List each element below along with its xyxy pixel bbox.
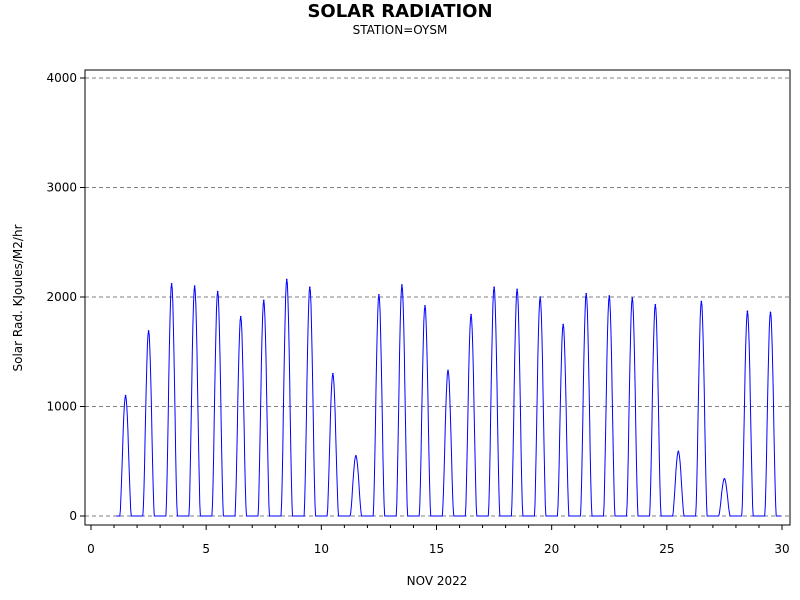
peak-point xyxy=(539,296,541,298)
peak-point xyxy=(285,278,288,281)
daily-peak-markers xyxy=(124,278,772,480)
peak-point xyxy=(654,303,657,306)
y-axis-label: Solar Rad. KJoules/M2/hr xyxy=(11,224,25,371)
peak-point xyxy=(562,323,564,326)
peak-point xyxy=(470,313,472,316)
peak-point xyxy=(239,315,242,318)
x-tick-label: 10 xyxy=(314,542,329,556)
peak-point xyxy=(493,286,495,288)
peak-point xyxy=(608,295,611,297)
peak-point xyxy=(332,372,334,375)
peak-point xyxy=(193,285,196,287)
peak-point xyxy=(700,300,703,303)
x-axis-label: NOV 2022 xyxy=(407,574,468,588)
series-line xyxy=(116,279,781,517)
peak-point xyxy=(447,369,449,372)
x-tick-label: 25 xyxy=(659,542,674,556)
peak-point xyxy=(631,297,634,299)
peak-point xyxy=(424,304,426,307)
peak-point xyxy=(309,286,311,288)
y-tick-label: 4000 xyxy=(46,71,77,85)
x-axis: 0 5 10 15 20 25 30 xyxy=(87,525,790,556)
peak-point xyxy=(170,283,173,285)
peak-point xyxy=(677,450,680,453)
y-tick-label: 2000 xyxy=(46,290,77,304)
peak-point xyxy=(147,330,150,332)
peak-point xyxy=(262,299,265,302)
peak-point xyxy=(723,477,726,480)
x-tick-label: 5 xyxy=(202,542,210,556)
y-tick-label: 1000 xyxy=(46,400,77,414)
y-tick-label: 3000 xyxy=(46,181,77,195)
peak-point xyxy=(216,290,219,293)
x-tick-label: 0 xyxy=(87,542,95,556)
peak-point xyxy=(401,284,403,286)
x-tick-label: 15 xyxy=(429,542,444,556)
x-tick-label: 20 xyxy=(544,542,559,556)
peak-point xyxy=(378,294,380,296)
chart-title: SOLAR RADIATION xyxy=(307,1,493,22)
peak-point xyxy=(746,310,749,313)
peak-point xyxy=(769,311,772,314)
peak-point xyxy=(355,454,357,457)
y-tick-label: 0 xyxy=(69,509,77,523)
x-tick-label: 30 xyxy=(774,542,789,556)
peak-point xyxy=(124,394,127,397)
peak-point xyxy=(516,288,518,291)
y-axis: 0 1000 2000 3000 4000 xyxy=(46,71,85,523)
chart-subtitle: STATION=OYSM xyxy=(352,23,448,37)
peak-point xyxy=(585,292,588,295)
